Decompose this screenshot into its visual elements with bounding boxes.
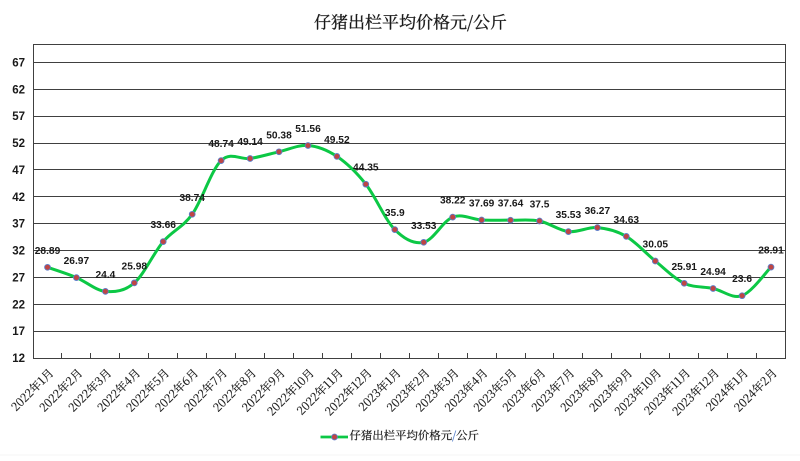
svg-text:47: 47: [12, 165, 25, 177]
svg-text:30.05: 30.05: [643, 240, 669, 251]
svg-text:62: 62: [12, 84, 25, 96]
svg-text:42: 42: [12, 192, 25, 204]
svg-text:28.89: 28.89: [35, 246, 61, 257]
svg-text:34.63: 34.63: [614, 215, 640, 226]
svg-text:24.4: 24.4: [95, 270, 115, 281]
svg-text:38.22: 38.22: [440, 196, 466, 207]
svg-text:51.56: 51.56: [295, 124, 321, 135]
svg-text:26.97: 26.97: [64, 256, 90, 267]
svg-text:33.66: 33.66: [150, 220, 176, 231]
svg-text:37: 37: [12, 219, 25, 231]
svg-text:28.91: 28.91: [758, 246, 784, 257]
svg-text:24.94: 24.94: [700, 267, 726, 278]
svg-text:33.53: 33.53: [411, 221, 437, 232]
svg-text:44.35: 44.35: [353, 163, 379, 174]
svg-text:52: 52: [12, 138, 25, 150]
svg-text:35.53: 35.53: [556, 210, 582, 221]
svg-text:50.38: 50.38: [266, 130, 292, 141]
svg-text:27: 27: [12, 272, 25, 284]
svg-text:67: 67: [12, 58, 25, 70]
svg-text:35.9: 35.9: [385, 208, 405, 219]
svg-text:25.98: 25.98: [122, 261, 148, 272]
svg-text:25.91: 25.91: [671, 262, 697, 273]
svg-text:17: 17: [12, 326, 25, 338]
svg-text:49.52: 49.52: [324, 135, 350, 146]
svg-text:37.69: 37.69: [469, 199, 495, 210]
svg-text:32: 32: [12, 246, 25, 258]
svg-text:49.14: 49.14: [237, 137, 263, 148]
svg-text:48.74: 48.74: [208, 139, 234, 150]
svg-text:22: 22: [12, 299, 25, 311]
svg-text:37.64: 37.64: [498, 199, 524, 210]
svg-text:12: 12: [12, 353, 25, 365]
svg-text:38.74: 38.74: [179, 193, 205, 204]
svg-text:37.5: 37.5: [530, 200, 550, 211]
svg-text:23.6: 23.6: [732, 274, 752, 285]
svg-text:36.27: 36.27: [585, 206, 611, 217]
svg-text:57: 57: [12, 111, 25, 123]
